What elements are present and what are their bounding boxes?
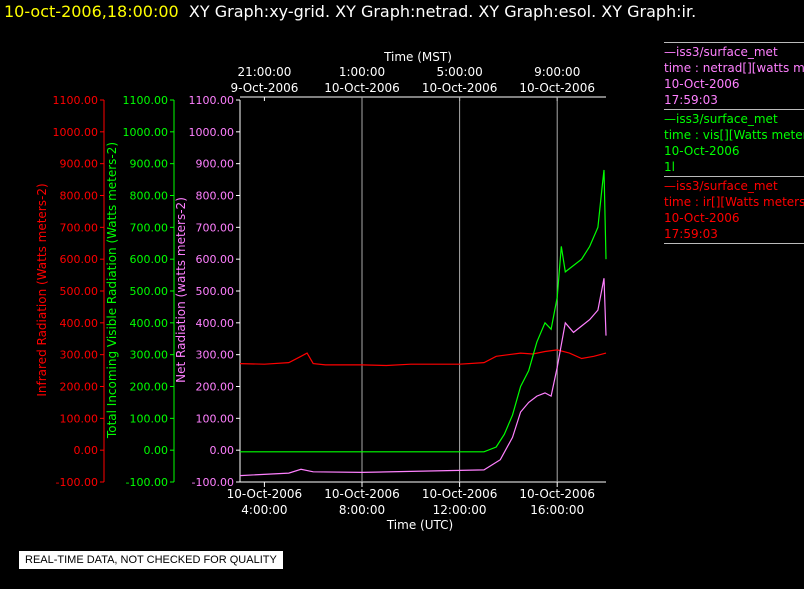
x2-tick-time: 1:00:00	[339, 65, 385, 79]
y-tick-label: 900.00	[196, 158, 235, 171]
y-tick-label: 1100.00	[123, 94, 169, 107]
y-tick-label: 500.00	[196, 285, 235, 298]
legend-line: —iss3/surface_met	[664, 45, 778, 59]
x2-tick-date: 10-Oct-2006	[422, 81, 498, 95]
legend-line: 10-Oct-2006	[664, 144, 740, 158]
legend-line: 17:59:03	[664, 227, 718, 241]
infrared-series	[239, 349, 607, 367]
legend-divider	[664, 243, 804, 244]
netrad-series	[239, 278, 607, 477]
x2-tick-time: 9:00:00	[534, 65, 580, 79]
x-tick-time: 16:00:00	[530, 503, 584, 517]
x-tick-date: 10-Oct-2006	[227, 487, 303, 501]
y-tick-label: 500.00	[130, 285, 169, 298]
y-axis-label-infrared: Infrared Radiation (Watts meters-2)	[35, 183, 49, 396]
y-tick-label: 600.00	[60, 253, 99, 266]
y-tick-label: 1100.00	[53, 94, 99, 107]
x-tick-time: 8:00:00	[339, 503, 385, 517]
y-tick-label: 300.00	[130, 349, 169, 362]
legend-line: 17:59:03	[664, 93, 718, 107]
y-tick-label: 800.00	[130, 190, 169, 203]
x-tick-date: 10-Oct-2006	[324, 487, 400, 501]
y-tick-label: 200.00	[60, 381, 99, 394]
x2-tick-time: 5:00:00	[436, 65, 482, 79]
y-tick-label: 500.00	[60, 285, 99, 298]
y-axis-label-netrad: Net Radiation (watts meters-2)	[174, 197, 188, 383]
x-axis-label: Time (UTC)	[386, 518, 453, 532]
y-tick-label: 0.00	[210, 444, 235, 457]
y-tick-label: -100.00	[56, 476, 98, 489]
y-tick-label: 800.00	[196, 190, 235, 203]
y-tick-label: 600.00	[196, 253, 235, 266]
y-tick-label: 200.00	[196, 381, 235, 394]
y-tick-label: 600.00	[130, 253, 169, 266]
legend-line: time : ir[][Watts meters	[664, 195, 804, 209]
y-tick-label: 400.00	[196, 317, 235, 330]
y-tick-label: 100.00	[60, 412, 99, 425]
y-tick-label: 800.00	[60, 190, 99, 203]
legend-line: time : vis[][Watts meter	[664, 128, 804, 142]
x2-tick-time: 21:00:00	[237, 65, 291, 79]
x-tick-date: 10-Oct-2006	[422, 487, 498, 501]
y-tick-label: 1000.00	[189, 126, 235, 139]
y-tick-label: 100.00	[130, 412, 169, 425]
x2-axis-label: Time (MST)	[383, 50, 452, 64]
visible-series	[240, 169, 607, 453]
y-tick-label: -100.00	[192, 476, 234, 489]
y-tick-label: 0.00	[74, 444, 99, 457]
x2-tick-date: 10-Oct-2006	[519, 81, 595, 95]
y-tick-label: 900.00	[130, 158, 169, 171]
y-tick-label: 900.00	[60, 158, 99, 171]
header-timestamp: 10-oct-2006,18:00:00	[4, 2, 179, 21]
x-tick-time: 12:00:00	[433, 503, 487, 517]
legend-line: 10-Oct-2006	[664, 77, 740, 91]
legend-line: 1l	[664, 160, 675, 174]
y-tick-label: 300.00	[60, 349, 99, 362]
legend-line: —iss3/surface_met	[664, 179, 778, 193]
y-axis-label-visible: Total Incoming Visible Radiation (Watts …	[105, 142, 119, 439]
y-tick-label: 400.00	[60, 317, 99, 330]
legend-line: time : netrad[][watts met	[664, 61, 804, 75]
y-tick-label: 200.00	[130, 381, 169, 394]
y-tick-label: 1000.00	[123, 126, 169, 139]
y-tick-label: 700.00	[60, 221, 99, 234]
y-tick-label: 0.00	[144, 444, 169, 457]
x-tick-date: 10-Oct-2006	[519, 487, 595, 501]
legend-line: —iss3/surface_met	[664, 112, 778, 126]
y-tick-label: 700.00	[196, 221, 235, 234]
legend-line: 10-Oct-2006	[664, 211, 740, 225]
x2-tick-date: 10-Oct-2006	[324, 81, 400, 95]
x-tick-time: 4:00:00	[241, 503, 287, 517]
y-tick-label: 300.00	[196, 349, 235, 362]
y-tick-label: 1000.00	[53, 126, 99, 139]
x2-tick-date: 9-Oct-2006	[230, 81, 298, 95]
y-tick-label: 1100.00	[189, 94, 235, 107]
y-tick-label: 700.00	[130, 221, 169, 234]
y-tick-label: -100.00	[126, 476, 168, 489]
header-graph-list: XY Graph:xy-grid. XY Graph:netrad. XY Gr…	[188, 2, 697, 21]
y-tick-label: 400.00	[130, 317, 169, 330]
quality-notice: REAL-TIME DATA, NOT CHECKED FOR QUALITY	[19, 551, 283, 569]
y-tick-label: 100.00	[196, 412, 235, 425]
header-title: 10-oct-2006,18:00:00 XY Graph:xy-grid. X…	[4, 2, 696, 21]
